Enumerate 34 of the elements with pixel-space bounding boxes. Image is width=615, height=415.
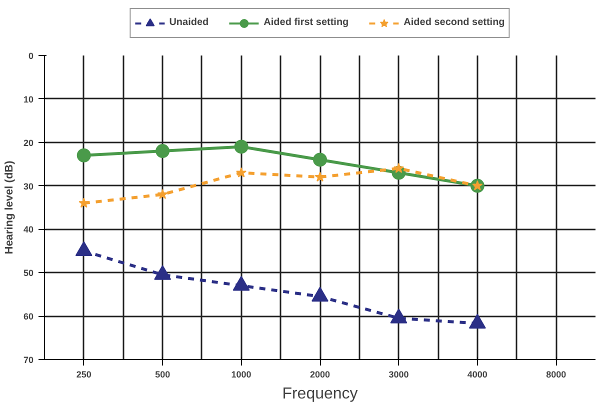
point	[78, 198, 90, 208]
point	[236, 167, 247, 178]
y-axis-title: Hearing level (dB)	[3, 160, 16, 254]
point	[313, 152, 327, 167]
point	[314, 172, 326, 182]
y-tick-label: 60	[23, 312, 34, 322]
y-tick-label: 20	[23, 138, 34, 148]
y-tick-label: 70	[23, 355, 34, 365]
point	[157, 188, 168, 200]
point	[156, 144, 170, 158]
point	[312, 286, 328, 302]
y-tick-label: 0	[28, 51, 34, 61]
point	[75, 241, 92, 256]
point	[468, 314, 486, 329]
point	[234, 140, 248, 154]
x-tick-label: 2000	[310, 370, 330, 380]
x-tick-label: 3000	[388, 370, 409, 380]
x-axis-title: Frequency	[282, 386, 358, 402]
y-tick-label: 10	[23, 94, 34, 104]
legend-label: Aided first setting	[264, 17, 349, 28]
y-tick-label: 50	[23, 268, 34, 278]
point	[232, 276, 250, 291]
y-tick-label: 40	[23, 224, 34, 235]
x-tick-label: 500	[155, 370, 170, 380]
point	[390, 308, 408, 324]
x-tick-label: 4000	[467, 370, 488, 380]
x-tick-label: 8000	[546, 370, 566, 380]
point	[76, 148, 91, 162]
legend-label: Aided second setting	[404, 17, 505, 28]
point	[154, 265, 172, 280]
y-tick-label: 30	[23, 181, 34, 192]
x-tick-label: 1000	[231, 370, 252, 380]
x-tick-label: 250	[76, 370, 92, 380]
legend-label: Unaided	[169, 17, 209, 28]
